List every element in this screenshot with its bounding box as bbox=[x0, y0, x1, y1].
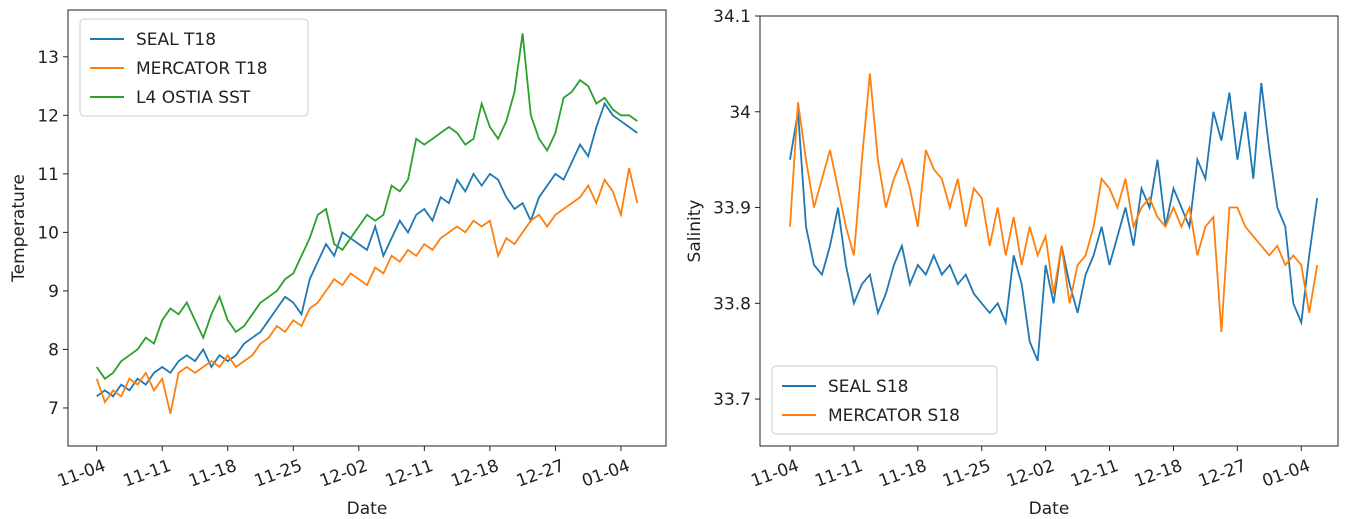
x-tick-label: 12-11 bbox=[1068, 456, 1121, 492]
x-tick-label: 12-11 bbox=[383, 456, 436, 492]
legend-box bbox=[79, 18, 309, 117]
line-series bbox=[789, 73, 1319, 333]
legend-label: SEAL T18 bbox=[136, 30, 216, 50]
y-axis-label: Temperature bbox=[9, 174, 29, 283]
x-tick-label: 11-18 bbox=[876, 456, 929, 492]
x-tick-label: 11-11 bbox=[121, 456, 174, 492]
x-tick-label: 12-02 bbox=[1004, 456, 1057, 492]
line-series bbox=[95, 33, 638, 380]
legend-label: MERCATOR S18 bbox=[828, 406, 960, 426]
x-tick-label: 11-04 bbox=[55, 456, 108, 492]
x-tick-label: 12-27 bbox=[514, 456, 567, 492]
plot-frame bbox=[67, 9, 667, 447]
legend-label: MERCATOR T18 bbox=[136, 59, 268, 79]
x-tick-label: 11-11 bbox=[812, 456, 865, 492]
y-tick-label: 11 bbox=[37, 165, 59, 185]
x-tick-label: 12-18 bbox=[448, 456, 501, 492]
x-tick-label: 12-02 bbox=[317, 456, 370, 492]
legend-box bbox=[771, 365, 998, 435]
y-tick-label: 34.1 bbox=[713, 7, 751, 27]
legend-label: SEAL S18 bbox=[828, 377, 908, 397]
x-tick-label: 12-18 bbox=[1132, 456, 1185, 492]
y-tick-label: 33.9 bbox=[713, 199, 751, 219]
x-tick-label: 11-25 bbox=[252, 456, 305, 492]
y-tick-label: 8 bbox=[48, 340, 59, 360]
y-tick-label: 33.8 bbox=[713, 294, 751, 314]
chart: 33.7 33.8 33.9 34 34.1 11-04 11-11 11-18 11-25 12… bbox=[685, 7, 1339, 519]
y-tick-label: 13 bbox=[37, 48, 59, 68]
y-tick-label: 10 bbox=[37, 223, 59, 243]
x-tick-label: 01-04 bbox=[579, 456, 632, 492]
legend-label: L4 OSTIA SST bbox=[136, 88, 251, 108]
x-tick-label: 11-04 bbox=[748, 456, 801, 492]
plot-frame bbox=[759, 15, 1339, 447]
x-tick-label: 11-18 bbox=[186, 456, 239, 492]
x-axis-label: Date bbox=[1029, 499, 1070, 519]
x-tick-label: 11-25 bbox=[940, 456, 993, 492]
chart: 7 8 9 10 11 12 13 11-04 11-11 11-18 11-25 12-02 12-1… bbox=[9, 9, 667, 519]
x-tick-label: 12-27 bbox=[1196, 456, 1249, 492]
line-series bbox=[95, 167, 639, 415]
x-axis-label: Date bbox=[347, 499, 388, 519]
line-series bbox=[96, 101, 638, 398]
y-tick-label: 9 bbox=[48, 282, 59, 302]
y-tick-label: 12 bbox=[37, 106, 59, 126]
y-tick-label: 33.7 bbox=[713, 390, 751, 410]
x-tick-label: 01-04 bbox=[1260, 456, 1313, 492]
line-series bbox=[789, 82, 1319, 362]
y-tick-label: 7 bbox=[48, 399, 59, 419]
y-axis-label: Salinity bbox=[685, 200, 705, 263]
y-tick-label: 34 bbox=[729, 103, 751, 123]
